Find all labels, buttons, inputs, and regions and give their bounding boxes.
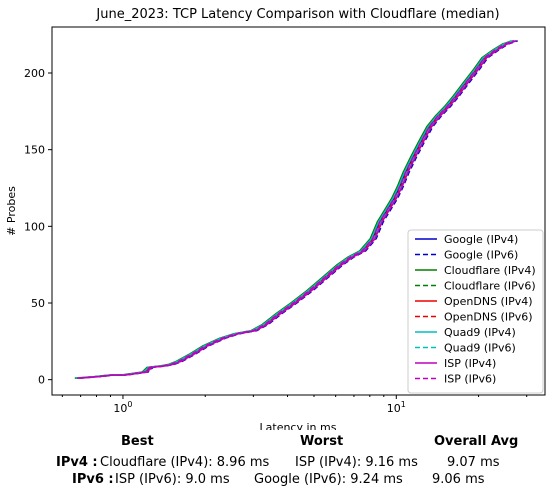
ipv4-avg: 9.07 ms: [447, 455, 500, 470]
legend-entry: Google (IPv6): [444, 249, 518, 262]
chart-title: June_2023: TCP Latency Comparison with C…: [95, 7, 499, 22]
legend-entry: OpenDNS (IPv4): [444, 295, 533, 308]
ipv6-best: ISP (IPv6): 9.0 ms: [115, 472, 230, 487]
series-line-8: [79, 40, 517, 379]
x-axis-label: Latency in ms: [260, 421, 337, 430]
legend-entry: Cloudflare (IPv4): [444, 264, 536, 277]
legend: Google (IPv4) Google (IPv6) Cloudflare (IP…: [407, 229, 544, 394]
ipv6-avg: 9.06 ms: [432, 472, 485, 487]
row-label-ipv4: IPv4 :: [56, 455, 98, 470]
x-tick-label: 100: [113, 400, 132, 415]
header-worst: Worst: [300, 434, 344, 449]
ipv4-best: Cloudflare (IPv4): 8.96 ms: [100, 455, 270, 470]
ipv4-worst: ISP (IPv4): 9.16 ms: [295, 455, 418, 470]
x-tick-label: 101: [387, 400, 406, 415]
legend-entry: OpenDNS (IPv6): [444, 311, 533, 324]
row-label-ipv6: IPv6 :: [72, 472, 114, 487]
legend-entry: Quad9 (IPv4): [444, 326, 516, 339]
y-axis-label: # Probes: [5, 186, 18, 236]
y-tick-label: 100: [24, 220, 45, 233]
ipv6-worst: Google (IPv6): 9.24 ms: [254, 472, 403, 487]
legend-entry: Cloudflare (IPv6): [444, 280, 536, 293]
y-tick-label: 200: [24, 67, 45, 80]
legend-entry: ISP (IPv4): [444, 357, 496, 370]
series-line-9: [77, 40, 515, 379]
legend-box: [407, 229, 544, 394]
legend-entry: Quad9 (IPv6): [444, 342, 516, 355]
header-overall-avg: Overall Avg: [434, 434, 519, 449]
header-best: Best: [121, 434, 154, 449]
plot-frame: [51, 26, 546, 396]
axes-layer: 0 50 100 150 200 100 101: [24, 67, 528, 415]
series-layer: [74, 40, 518, 379]
latency-chart: June_2023: TCP Latency Comparison with C…: [5, 7, 546, 430]
y-tick-label: 150: [24, 144, 45, 157]
y-tick-label: 0: [38, 374, 45, 387]
legend-entry: Google (IPv4): [444, 233, 518, 246]
legend-entry: ISP (IPv6): [444, 373, 496, 386]
y-tick-label: 50: [31, 297, 45, 310]
